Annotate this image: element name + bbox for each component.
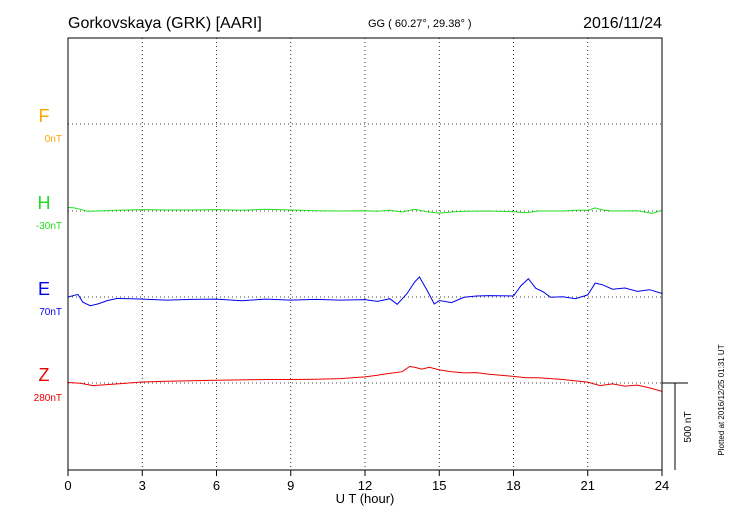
date-label: 2016/11/24: [583, 15, 662, 32]
scale-bar-label: 500 nT: [683, 411, 694, 442]
x-tick-label: 21: [581, 478, 595, 493]
x-tick-label: 9: [287, 478, 294, 493]
x-axis-label: U T (hour): [336, 491, 395, 506]
series-layer: [67, 207, 663, 392]
channel-baseline-f: 0nT: [45, 134, 62, 145]
x-tick-label: 15: [432, 478, 446, 493]
x-tick-label: 0: [64, 478, 71, 493]
channel-name-z: Z: [39, 365, 50, 385]
x-tick-label: 6: [213, 478, 220, 493]
channel-labels: F 0nT H -30nT E 70nT Z 280nT: [34, 106, 62, 404]
channel-name-e: E: [38, 279, 50, 299]
x-tick-label: 3: [139, 478, 146, 493]
scale-bar: 500 nT: [662, 382, 694, 470]
grid-lines: [141, 38, 589, 470]
series-line-h: [67, 207, 663, 214]
coordinates-label: GG ( 60.27°, 29.38° ): [368, 18, 472, 30]
x-tick-label: 18: [506, 478, 520, 493]
series-line-z: [67, 365, 663, 392]
channel-baseline-h: -30nT: [36, 221, 62, 232]
plotted-timestamp: Plotted at 2016/12/25 01:31 UT: [717, 344, 726, 455]
x-axis: 0 3 6 9 12 15 18 21 24: [64, 470, 669, 493]
channel-baseline-z: 280nT: [34, 393, 62, 404]
station-title: Gorkovskaya (GRK) [AARI]: [68, 15, 262, 32]
x-tick-label: 24: [655, 478, 669, 493]
series-line-e: [67, 276, 663, 307]
channel-baseline-e: 70nT: [39, 307, 62, 318]
x-tick-label: 12: [358, 478, 372, 493]
channel-name-h: H: [38, 193, 51, 213]
channel-name-f: F: [39, 106, 50, 126]
